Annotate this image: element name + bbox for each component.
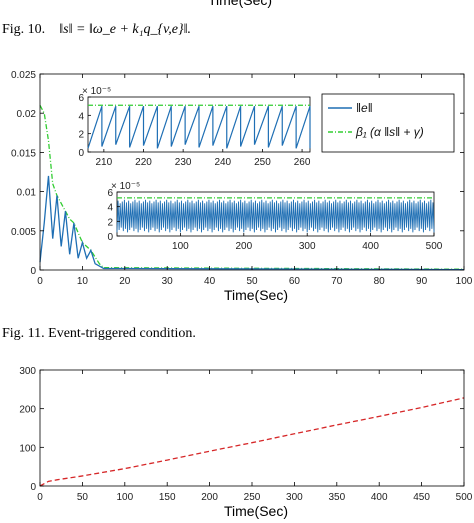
x-tick-label: 100	[116, 492, 133, 503]
y-tick-label: 0	[30, 482, 36, 493]
x-tick-label: 0	[37, 276, 43, 287]
inset-full-0-500: 100 200 300 400 500 0 2 4 6× 10⁻⁵	[107, 181, 442, 252]
inset-x-tick-label: 400	[362, 241, 379, 252]
fig10-prefix: Fig. 10.	[2, 22, 46, 37]
y-tick-label: 0.01	[17, 188, 37, 199]
chart-legend: ‖e‖ β₁ (α ‖s‖ + γ)	[321, 93, 455, 153]
fig10-caption: Fig. 10. ‖s‖ = ‖ω_e + k₁q_{v,e}‖.	[2, 22, 191, 38]
x-tick-label: 250	[244, 492, 261, 503]
y-tick-label: 0.025	[11, 70, 36, 81]
x-tick-label: 150	[159, 492, 176, 503]
x-tick-label: 50	[246, 276, 258, 287]
y-tick-label: 0	[30, 266, 36, 277]
inset-error-band	[116, 199, 435, 233]
threshold-series	[39, 105, 465, 270]
x-tick-label: 80	[374, 276, 386, 287]
series-line	[39, 175, 465, 271]
x-tick-label: 70	[331, 276, 343, 287]
x-tick-label: 0	[37, 492, 43, 503]
inset-x-tick-label: 240	[214, 157, 231, 168]
x-tick-label: 90	[416, 276, 428, 287]
inset-y-tick-label: 2	[107, 217, 113, 228]
trigger-count-series	[39, 397, 465, 487]
x-tick-label: 100	[456, 276, 473, 287]
inset-x-tick-label: 260	[294, 157, 311, 168]
fig11-caption: Fig. 11. Event-triggered condition.	[2, 326, 196, 341]
x-axis-label: Time(Sec)	[224, 287, 288, 303]
x-axis-label: Time(Sec)	[224, 503, 288, 519]
plot-frame	[39, 369, 465, 487]
x-tick-label: 400	[371, 492, 388, 503]
inset-x-tick-label: 300	[299, 241, 316, 252]
inset-y-tick-label: 4	[107, 203, 113, 214]
y-tick-label: 200	[19, 405, 36, 416]
x-tick-label: 450	[413, 492, 430, 503]
inset-y-tick-label: 0	[107, 232, 113, 243]
x-tick-label: 20	[119, 276, 131, 287]
y-tick-label: 100	[19, 443, 36, 454]
inset-y-multiplier: × 10⁻⁵	[82, 86, 111, 97]
x-tick-label: 300	[286, 492, 303, 503]
inset-zoom-210-260: 210 220 230 240 250 260 0 2 4 6× 10⁻⁵	[78, 86, 310, 168]
legend-label: ‖e‖	[356, 101, 373, 115]
y-tick-label: 300	[19, 366, 36, 377]
series-line	[39, 105, 465, 270]
inset-y-tick-label: 6	[78, 93, 84, 104]
inset-y-tick-label: 2	[78, 130, 84, 141]
y-tick-label: 0.015	[11, 148, 36, 159]
x-tick-label: 50	[77, 492, 89, 503]
inset-error-sawtooth	[87, 105, 311, 149]
x-tick-label: 350	[328, 492, 345, 503]
inset-x-tick-label: 500	[426, 241, 443, 252]
inset-y-tick-label: 4	[78, 111, 84, 122]
inset-x-tick-label: 100	[172, 241, 189, 252]
x-tick-label: 500	[456, 492, 473, 503]
previous-figure-xlabel: Time(Sec)	[208, 0, 273, 8]
event-triggered-chart: 0 10 20 30 40 50 60 70 80 90 10000.0050.010.0150.0…	[11, 70, 473, 303]
inset-x-tick-label: 200	[235, 241, 252, 252]
x-tick-label: 40	[204, 276, 216, 287]
y-tick-label: 0.005	[11, 227, 36, 238]
fig10-equation: ‖s‖ = ‖ω_e + k₁q_{v,e}‖.	[59, 22, 192, 37]
series-line	[39, 397, 465, 487]
legend-label: β₁ (α ‖s‖ + γ)	[355, 125, 424, 139]
x-tick-label: 30	[162, 276, 174, 287]
x-tick-label: 10	[77, 276, 89, 287]
legend-box	[321, 93, 455, 153]
trigger-count-chart: 0 50 100 150 200 250 300 350 400 450 500 0 100 200 300…	[19, 366, 473, 519]
y-tick-label: 0.02	[17, 109, 37, 120]
inset-x-tick-label: 220	[135, 157, 152, 168]
inset-y-tick-label: 6	[107, 188, 113, 199]
inset-x-tick-label: 230	[175, 157, 192, 168]
x-tick-label: 60	[289, 276, 301, 287]
inset-y-multiplier: × 10⁻⁵	[111, 181, 140, 192]
error-series	[39, 175, 465, 271]
inset-x-tick-label: 210	[96, 157, 113, 168]
inset-y-tick-label: 0	[78, 148, 84, 159]
inset-x-tick-label: 250	[254, 157, 271, 168]
x-tick-label: 200	[201, 492, 218, 503]
